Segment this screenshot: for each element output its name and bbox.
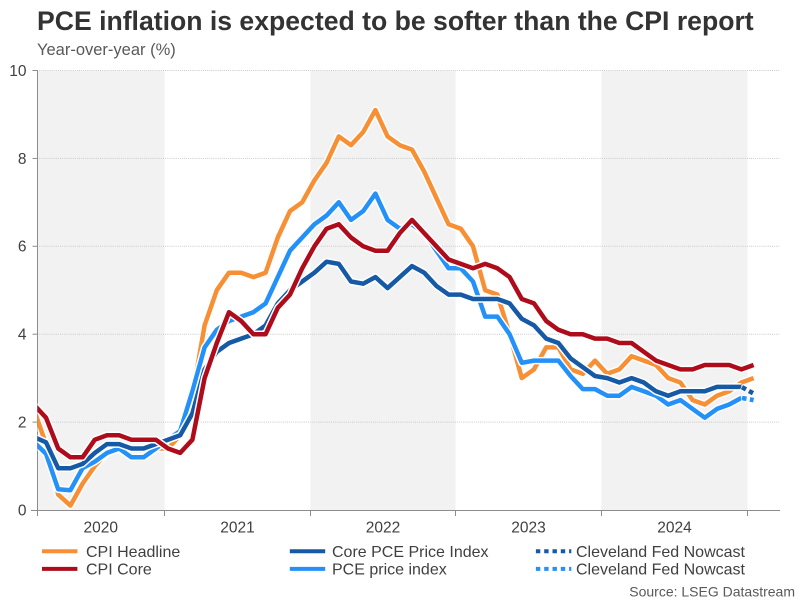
svg-text:Source: LSEG Datastream: Source: LSEG Datastream (629, 583, 795, 599)
svg-text:2020: 2020 (84, 520, 119, 537)
svg-text:PCE price index: PCE price index (332, 562, 447, 579)
svg-text:CPI Core: CPI Core (86, 562, 152, 579)
svg-text:4: 4 (18, 327, 27, 344)
svg-text:2023: 2023 (511, 520, 545, 537)
svg-text:2: 2 (18, 415, 27, 432)
svg-text:Core PCE Price Index: Core PCE Price Index (332, 544, 489, 561)
svg-text:6: 6 (18, 239, 27, 256)
svg-text:Year-over-year (%): Year-over-year (%) (37, 41, 176, 59)
svg-text:2021: 2021 (220, 520, 254, 537)
svg-text:8: 8 (18, 151, 27, 168)
svg-text:Cleveland Fed Nowcast: Cleveland Fed Nowcast (576, 544, 746, 561)
svg-text:CPI Headline: CPI Headline (86, 544, 180, 561)
svg-text:Cleveland Fed Nowcast: Cleveland Fed Nowcast (576, 562, 746, 579)
svg-text:2024: 2024 (657, 520, 692, 537)
svg-text:2022: 2022 (366, 520, 400, 537)
svg-text:10: 10 (9, 63, 27, 80)
svg-text:PCE inflation is expected to b: PCE inflation is expected to be softer t… (37, 6, 754, 36)
svg-text:0: 0 (18, 502, 27, 519)
